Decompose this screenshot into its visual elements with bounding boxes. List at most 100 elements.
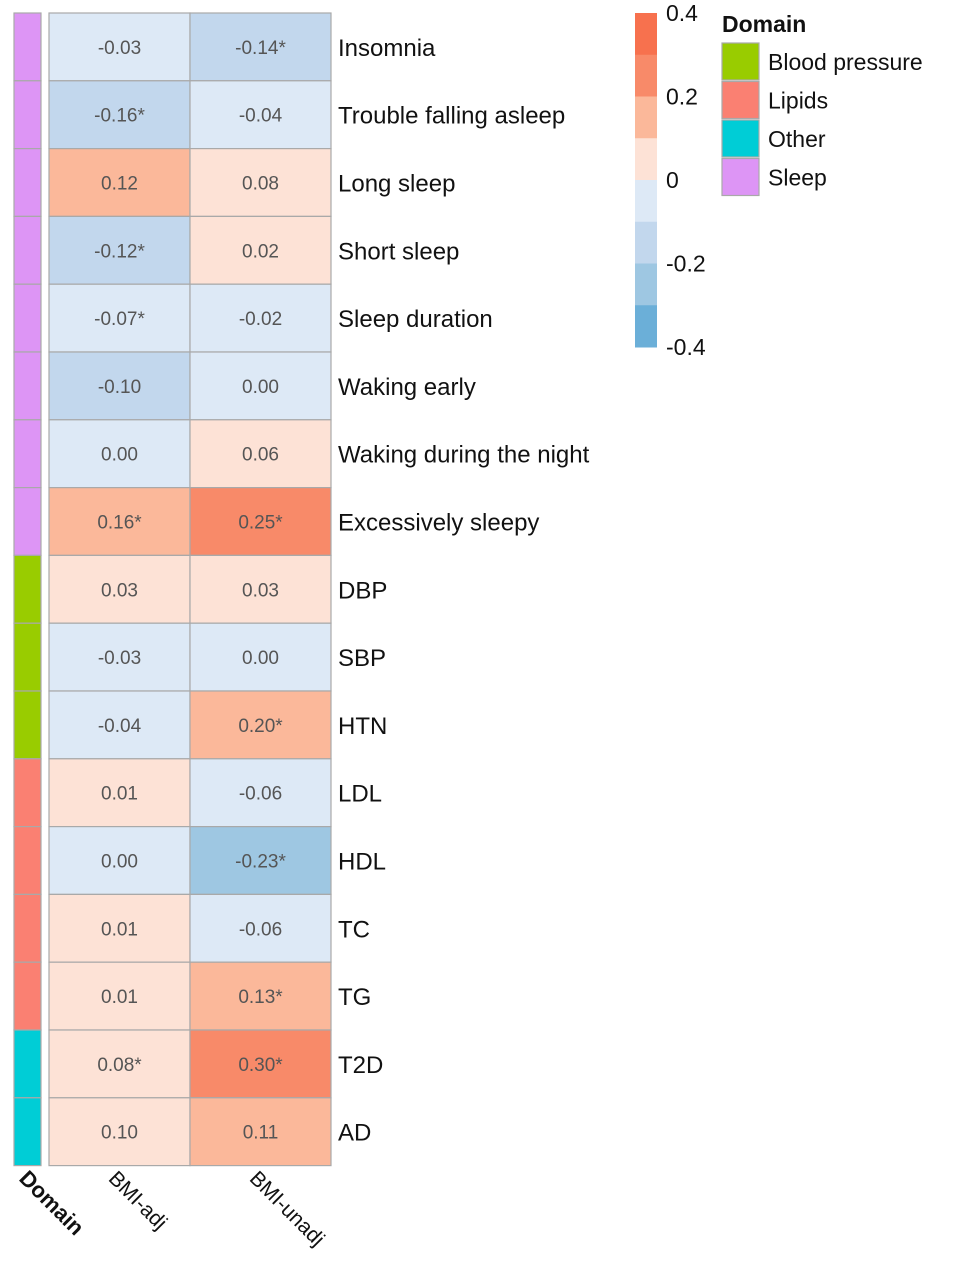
domain-legend-label: Blood pressure	[768, 49, 923, 75]
heatmap-cell	[189, 215, 332, 285]
heatmap-cell	[189, 893, 332, 963]
cell-value-label: 0.00	[242, 377, 279, 398]
domain-cell	[13, 12, 42, 82]
cell-value-label: -0.06	[239, 784, 282, 805]
row-label: LDL	[338, 781, 382, 808]
heatmap-cell	[189, 554, 332, 624]
cell-value-label: 0.11	[243, 1123, 279, 1144]
row-label: SBP	[338, 645, 386, 672]
heatmap-cell	[48, 419, 191, 489]
cell-value-label: 0.30*	[238, 1055, 283, 1076]
color-scale-swatch	[635, 96, 657, 139]
domain-cell	[13, 351, 42, 421]
row-label: HTN	[338, 713, 387, 740]
row-label: TC	[338, 916, 370, 943]
domain-cell	[13, 758, 42, 828]
heatmap-cell	[48, 758, 191, 828]
heatmap-cell	[189, 825, 332, 895]
domain-legend-swatch	[721, 157, 760, 197]
cell-value-label: 0.10	[101, 1123, 138, 1144]
row-label: Trouble falling asleep	[338, 103, 565, 130]
domain-legend-swatch	[721, 80, 760, 120]
color-scale-swatch	[635, 263, 657, 306]
row-label: T2D	[338, 1052, 383, 1079]
cell-value-label: 0.03	[242, 580, 279, 601]
domain-cell	[13, 283, 42, 353]
color-scale-tick-label: 0	[666, 167, 679, 193]
domain-legend: Domain Blood pressure Lipids Other Sleep	[721, 11, 923, 197]
cell-value-label: 0.08*	[97, 1055, 142, 1076]
cell-value-label: 0.01	[101, 784, 138, 805]
cell-value-label: -0.04	[98, 716, 142, 737]
domain-cell	[13, 215, 42, 285]
heatmap-cell	[48, 80, 191, 150]
domain-legend-label: Sleep	[768, 165, 827, 191]
cell-value-label: -0.04	[239, 106, 283, 127]
cell-value-label: 0.00	[242, 648, 279, 669]
cell-value-label: -0.03	[98, 38, 141, 59]
cell-value-label: 0.01	[101, 987, 138, 1008]
color-scale-tick-label: -0.2	[666, 251, 706, 277]
row-label: DBP	[338, 577, 387, 604]
domain-annotation-bar	[13, 12, 42, 1167]
heatmap-cell	[189, 12, 332, 82]
heatmap-cell	[189, 961, 332, 1031]
heatmap-cells: -0.03 -0.14* -0.16* -0.04 0.12 0.08 -0.12* 0.02…	[48, 12, 332, 1167]
row-label: Excessively sleepy	[338, 510, 539, 537]
heatmap-cell	[189, 283, 332, 353]
color-scale-tick-label: -0.4	[666, 334, 706, 360]
heatmap-cell	[189, 148, 332, 218]
cell-value-label: -0.23*	[235, 852, 286, 873]
color-scale-swatch	[635, 13, 657, 56]
cell-value-label: 0.02	[242, 241, 279, 262]
row-label: HDL	[338, 849, 386, 876]
cell-value-label: -0.14*	[235, 38, 286, 59]
domain-cell	[13, 825, 42, 895]
row-label: Waking during the night	[338, 442, 590, 469]
heatmap-cell	[189, 487, 332, 557]
cell-value-label: -0.07*	[94, 309, 145, 330]
heatmap-cell	[189, 80, 332, 150]
cell-value-label: 0.16*	[97, 513, 142, 534]
cell-value-label: 0.08	[242, 174, 279, 195]
cell-value-label: -0.03	[98, 648, 141, 669]
cell-value-label: -0.06	[239, 919, 282, 940]
row-labels: Insomnia Trouble falling asleep Long sleep…	[338, 35, 590, 1147]
heatmap-cell	[48, 554, 191, 624]
domain-cell	[13, 80, 42, 150]
color-scale-swatch	[635, 54, 657, 97]
heatmap-cell	[189, 622, 332, 692]
domain-legend-label: Lipids	[768, 88, 828, 114]
cell-value-label: 0.20*	[238, 716, 283, 737]
column-label: BMI-adj	[104, 1167, 171, 1234]
heatmap-cell	[189, 690, 332, 760]
heatmap-cell	[189, 758, 332, 828]
heatmap-cell	[48, 1029, 191, 1099]
domain-cell	[13, 893, 42, 963]
cell-value-label: -0.10	[98, 377, 141, 398]
row-label: AD	[338, 1120, 371, 1147]
heatmap-cell	[48, 690, 191, 760]
heatmap-cell	[189, 419, 332, 489]
cell-value-label: 0.13*	[238, 987, 283, 1008]
domain-cell	[13, 690, 42, 760]
domain-legend-swatch	[721, 42, 760, 81]
row-label: Waking early	[338, 374, 476, 401]
color-scale-swatch	[635, 305, 657, 348]
heatmap-cell	[48, 622, 191, 692]
column-labels: Domain BMI-adj BMI-unadj	[14, 1165, 328, 1250]
heatmap-cell	[189, 1097, 332, 1167]
domain-cell	[13, 1097, 42, 1167]
heatmap-cell	[189, 351, 332, 421]
row-label: Short sleep	[338, 238, 459, 265]
heatmap-cell	[48, 825, 191, 895]
cell-value-label: 0.01	[101, 919, 138, 940]
color-scale-swatch	[635, 180, 657, 223]
domain-cell	[13, 622, 42, 692]
cell-value-label: 0.12	[101, 174, 138, 195]
cell-value-label: 0.00	[101, 852, 138, 873]
cell-value-label: -0.02	[239, 309, 282, 330]
row-label: Insomnia	[338, 35, 436, 62]
row-label: Sleep duration	[338, 306, 493, 333]
